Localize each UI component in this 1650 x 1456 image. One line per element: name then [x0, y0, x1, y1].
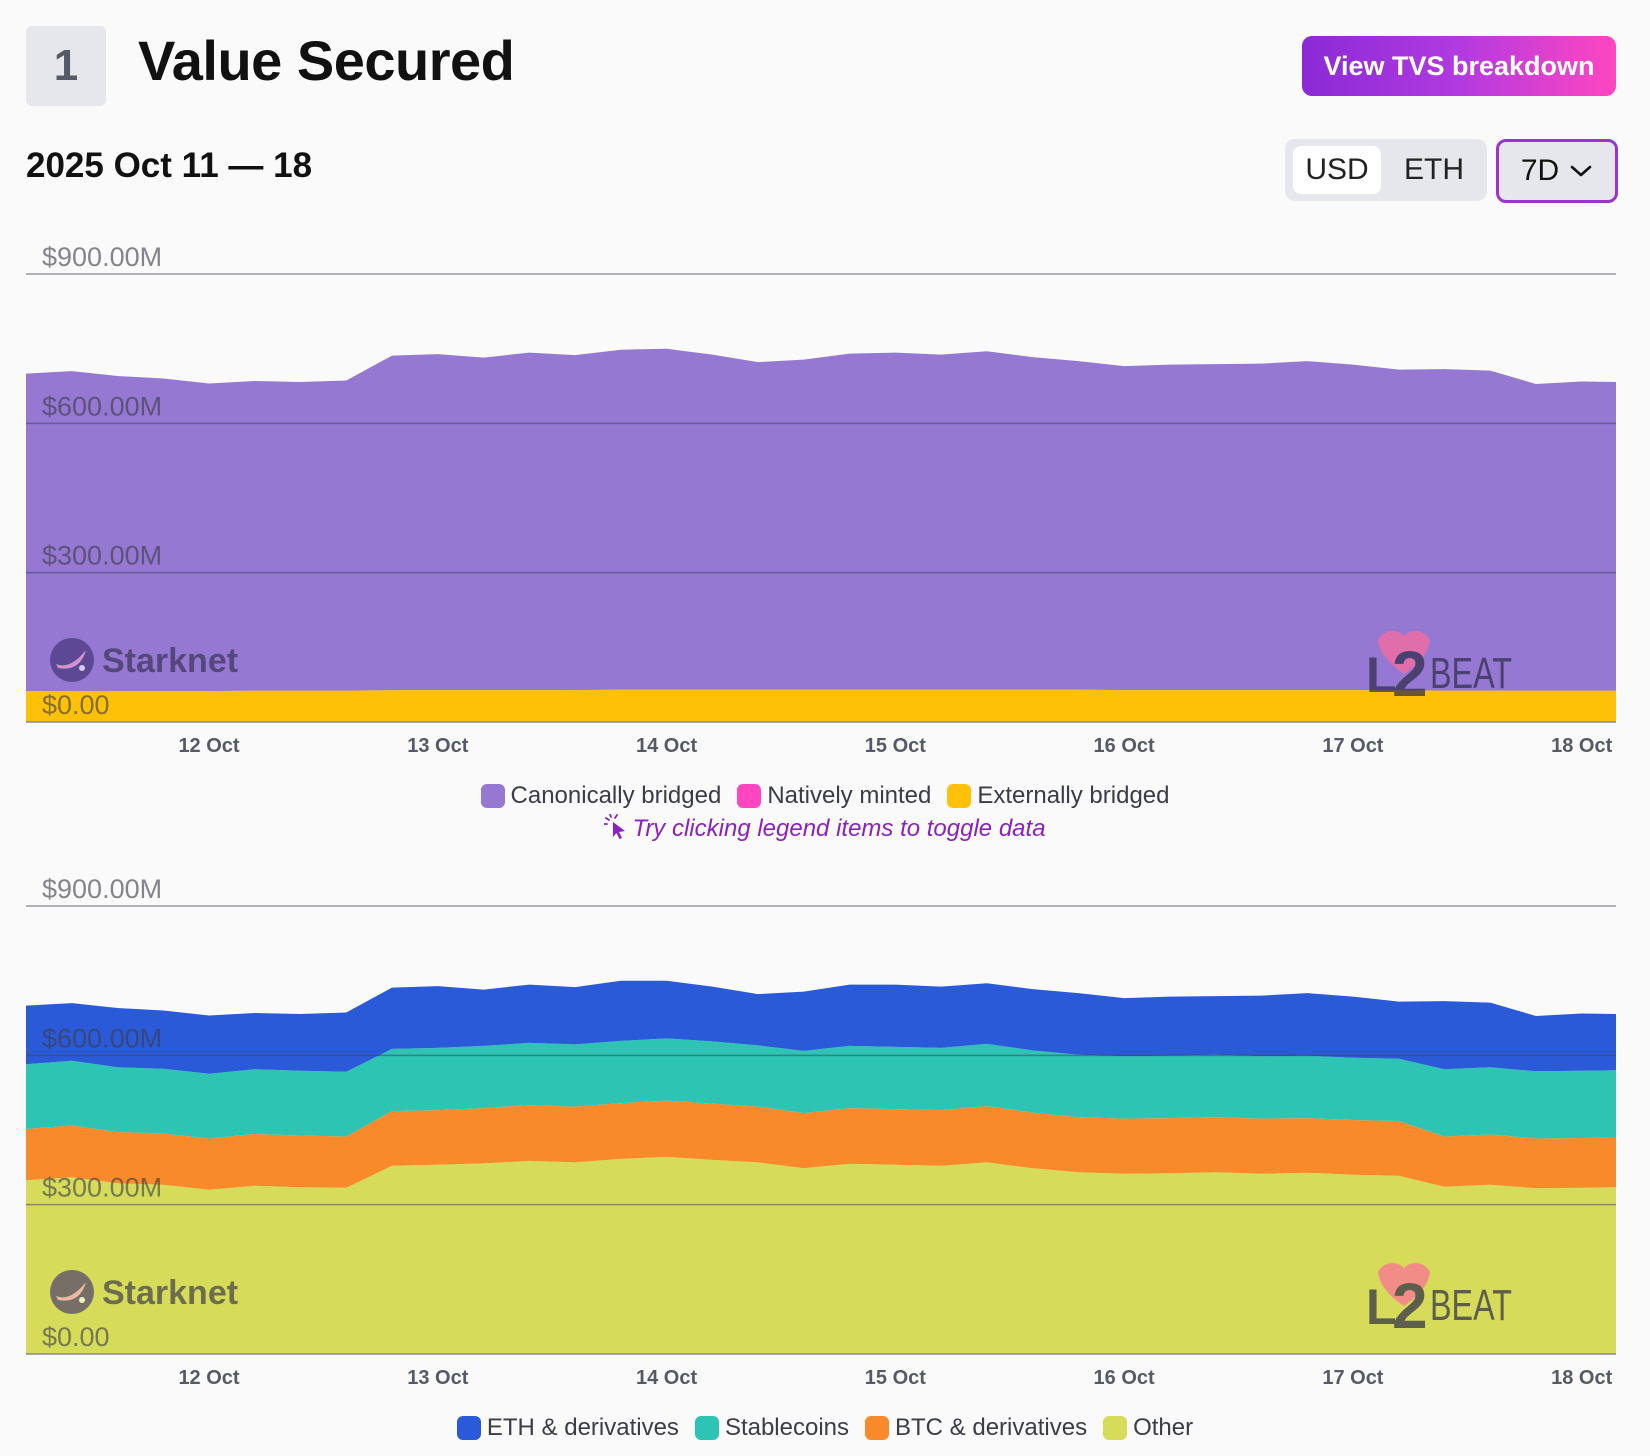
legend-label: Natively minted [767, 782, 932, 809]
starknet-watermark-label: Starknet [102, 642, 238, 680]
heart-icon [1378, 631, 1430, 674]
legend-item-externally-bridged[interactable]: Externally bridged [947, 782, 1169, 810]
legend-swatch [694, 1416, 719, 1440]
area-eth-and-derivatives [26, 980, 1616, 1074]
legend-label: Externally bridged [977, 782, 1170, 809]
x-tick-label: 12 Oct [178, 735, 239, 757]
legend-hint: Try clicking legend items to toggle data [0, 813, 1650, 843]
area-stablecoins [26, 1038, 1616, 1139]
view-tvs-breakdown-button[interactable]: View TVS breakdown [1302, 36, 1616, 96]
legend-label: ETH & derivatives [486, 1414, 679, 1441]
legend-item-stablecoins[interactable]: Stablecoins [694, 1414, 850, 1442]
y-tick-label: $600.00M [42, 1023, 162, 1053]
page-title: Value Secured [138, 29, 515, 92]
l2beat-logo-l: L [1366, 1279, 1397, 1335]
token-type-legend: ETH & derivatives Stablecoins BTC & deriva… [0, 1414, 1650, 1442]
x-tick-label: 16 Oct [1094, 1367, 1155, 1389]
legend-label: Canonically bridged [510, 782, 722, 809]
x-tick-label: 14 Oct [636, 1367, 697, 1389]
x-tick-label: 13 Oct [407, 735, 468, 757]
x-tick-label: 15 Oct [865, 735, 926, 757]
y-tick-label: $900.00M [42, 874, 162, 904]
legend-hint-text: Try clicking legend items to toggle data [632, 815, 1046, 842]
x-tick-label: 17 Oct [1322, 735, 1383, 757]
l2beat-logo-l: L [1366, 647, 1397, 703]
y-tick-label: $900.00M [42, 242, 162, 272]
x-tick-label: 14 Oct [636, 735, 697, 757]
starknet-logo-icon [50, 638, 94, 682]
legend-label: Other [1133, 1414, 1194, 1441]
l2beat-logo-beat: BEAT [1430, 1281, 1512, 1330]
starknet-watermark: Starknet [50, 1270, 238, 1314]
legend-label: BTC & derivatives [895, 1414, 1088, 1441]
l2beat-watermark: L2 BEAT [1366, 631, 1512, 710]
x-tick-label: 18 Oct [1551, 1367, 1612, 1389]
legend-item-btc-and-derivatives[interactable]: BTC & derivatives [865, 1414, 1087, 1442]
y-tick-label: $0.00 [42, 690, 110, 720]
y-tick-label: $300.00M [42, 541, 162, 571]
starknet-logo-icon [50, 1270, 94, 1314]
legend-swatch [865, 1416, 890, 1440]
legend-item-eth-and-derivatives[interactable]: ETH & derivatives [456, 1414, 679, 1442]
l2beat-watermark: L2 BEAT [1366, 1263, 1512, 1342]
heart-icon [1378, 1263, 1430, 1306]
legend-item-other[interactable]: Other [1103, 1414, 1193, 1442]
legend-swatch [456, 1416, 481, 1440]
x-tick-label: 15 Oct [865, 1367, 926, 1389]
legend-swatch [1103, 1416, 1128, 1440]
l2beat-logo-2: 2 [1392, 638, 1428, 710]
time-range-select[interactable]: 7D [1496, 139, 1618, 203]
x-tick-label: 16 Oct [1094, 735, 1155, 757]
y-tick-label: $0.00 [42, 1322, 110, 1352]
legend-label: Stablecoins [724, 1414, 850, 1441]
area-other [26, 1156, 1616, 1354]
starknet-watermark-label: Starknet [102, 1274, 238, 1312]
cursor-click-icon [603, 813, 626, 839]
starknet-watermark: Starknet [50, 638, 238, 682]
unit-usd-button[interactable]: USD [1293, 146, 1381, 194]
time-range-value: 7D [1520, 154, 1560, 187]
legend-swatch [947, 784, 972, 808]
y-tick-label: $300.00M [42, 1173, 162, 1203]
chart-token-type: $0.00 $300.00M $600.00M $900.00M 12 Oct 13 Oc… [26, 862, 1616, 1392]
legend-swatch [737, 784, 762, 808]
x-tick-label: 12 Oct [178, 1367, 239, 1389]
area-externally-bridged [26, 689, 1616, 722]
l2beat-logo-beat: BEAT [1430, 649, 1512, 698]
area-btc-and-derivatives [26, 1100, 1616, 1190]
source-area-chart: $0.00 $300.00M $600.00M $900.00M 12 Oct 13 Oc… [26, 242, 1616, 757]
area-canonically-bridged [26, 348, 1616, 692]
x-tick-label: 13 Oct [407, 1367, 468, 1389]
l2beat-logo-2: 2 [1392, 1270, 1428, 1342]
chart-source: $0.00 $300.00M $600.00M $900.00M 12 Oct 13 Oc… [26, 230, 1616, 760]
legend-item-natively-minted[interactable]: Natively minted [737, 782, 931, 810]
legend-swatch [480, 784, 505, 808]
token-type-area-chart: $0.00 $300.00M $600.00M $900.00M 12 Oct 13 Oc… [26, 874, 1616, 1389]
chevron-down-icon [1570, 165, 1592, 177]
date-range: 2025 Oct 11 — 18 [26, 146, 313, 185]
unit-eth-button[interactable]: ETH [1404, 153, 1464, 186]
section-number: 1 [26, 26, 106, 106]
legend-item-canonically-bridged[interactable]: Canonically bridged [480, 782, 722, 810]
y-tick-label: $600.00M [42, 391, 162, 421]
x-tick-label: 17 Oct [1322, 1367, 1383, 1389]
unit-toggle: USD ETH [1285, 139, 1487, 201]
source-legend: Canonically bridged Natively minted Extern… [0, 782, 1650, 810]
x-tick-label: 18 Oct [1551, 735, 1612, 757]
